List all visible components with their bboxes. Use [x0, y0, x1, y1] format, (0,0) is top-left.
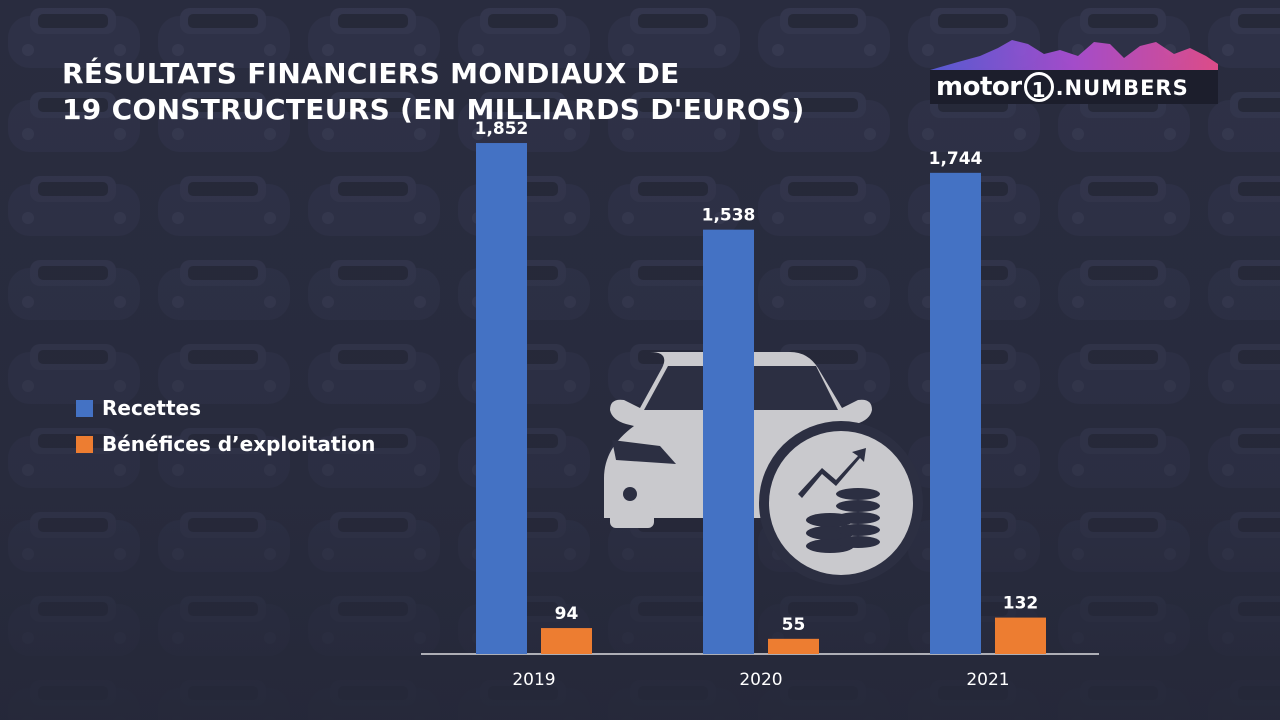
- bar-recettes-2021: [930, 172, 981, 654]
- legend: Recettes Bénéfices d’exploitation: [76, 390, 375, 462]
- x-tick-label-2019: 2019: [512, 670, 555, 690]
- logo-mountain-graphic: [930, 40, 1218, 104]
- x-tick-label-2020: 2020: [739, 670, 782, 690]
- logo-motor-text: motor: [936, 72, 1022, 102]
- logo-one-circle: 1: [1023, 72, 1054, 102]
- data-label-recettes-2020: 1,538: [702, 206, 756, 226]
- legend-item-benefices: Bénéfices d’exploitation: [76, 426, 375, 462]
- bar-recettes-2020: [703, 229, 754, 654]
- bar-benefices-2021: [995, 617, 1046, 654]
- legend-swatch-recettes: [76, 399, 93, 417]
- data-label-benefices-2021: 132: [1003, 594, 1039, 614]
- data-label-benefices-2020: 55: [782, 615, 806, 635]
- chart-title-line-1: RÉSULTATS FINANCIERS MONDIAUX DE: [62, 57, 680, 90]
- data-label-recettes-2021: 1,744: [929, 149, 983, 169]
- motor1-numbers-logo: motor 1 .NUMBERS: [928, 34, 1220, 110]
- chart-title: RÉSULTATS FINANCIERS MONDIAUX DE 19 CONS…: [62, 56, 805, 128]
- bar-recettes-2019: [476, 143, 527, 654]
- data-label-recettes-2019: 1,852: [475, 119, 529, 139]
- legend-item-recettes: Recettes: [76, 390, 375, 426]
- bars-layer: 1,852 94 2019 1,538 55 2020 1,744 132 2021: [475, 119, 1046, 690]
- legend-swatch-benefices: [76, 435, 93, 453]
- car-with-coins-icon: [604, 352, 923, 585]
- logo-wordmark: motor 1 .NUMBERS: [936, 72, 1189, 102]
- x-tick-label-2021: 2021: [966, 670, 1009, 690]
- logo-numbers-text: .NUMBERS: [1055, 76, 1189, 100]
- chart-title-line-2: 19 CONSTRUCTEURS (EN MILLIARDS D'EUROS): [62, 93, 805, 126]
- data-label-benefices-2019: 94: [555, 604, 579, 624]
- bar-benefices-2020: [768, 638, 819, 654]
- bar-benefices-2019: [541, 628, 592, 654]
- legend-label-benefices: Bénéfices d’exploitation: [102, 432, 376, 456]
- legend-label-recettes: Recettes: [102, 396, 201, 420]
